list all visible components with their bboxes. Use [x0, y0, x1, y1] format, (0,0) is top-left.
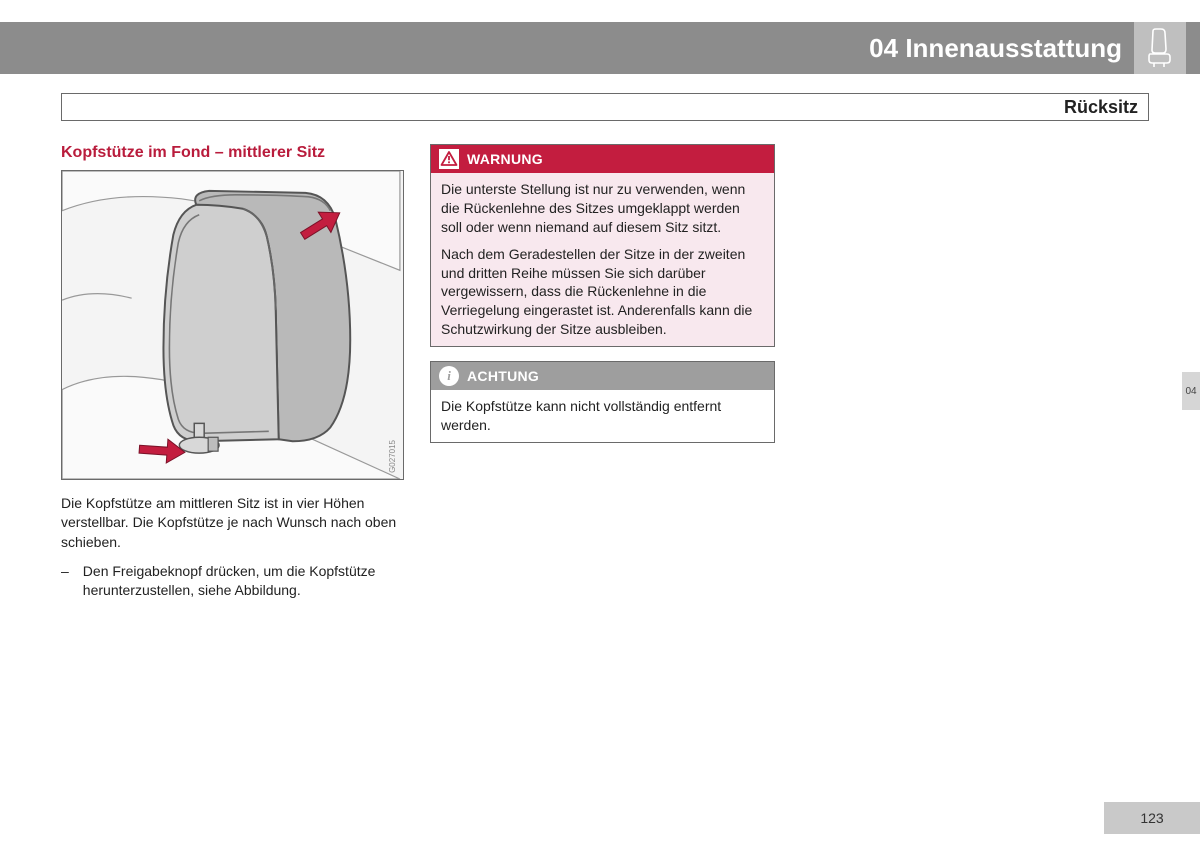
side-tab: 04	[1182, 372, 1200, 410]
info-box: i ACHTUNG Die Kopfstütze kann nicht voll…	[430, 361, 775, 443]
content-area: Kopfstütze im Fond – mittlerer Sitz	[61, 144, 1149, 601]
figure-id: G027015	[388, 440, 397, 473]
bullet-mark: –	[61, 562, 69, 601]
info-header: i ACHTUNG	[431, 362, 774, 390]
column-1: Kopfstütze im Fond – mittlerer Sitz	[61, 144, 406, 601]
info-label: ACHTUNG	[467, 368, 539, 384]
info-p1: Die Kopfstütze kann nicht vollständig en…	[441, 397, 764, 435]
chapter-seat-icon	[1134, 22, 1186, 74]
section-title-bar: Rücksitz	[61, 93, 1149, 121]
warning-label: WARNUNG	[467, 151, 543, 167]
page-number: 123	[1104, 802, 1200, 834]
column-2: WARNUNG Die unterste Stellung ist nur zu…	[430, 144, 775, 601]
warning-p2: Nach dem Geradestellen der Sitze in der …	[441, 245, 764, 339]
bullet-1: – Den Freigabeknopf drücken, um die Kopf…	[61, 562, 406, 601]
bullet-text: Den Freigabeknopf drücken, um die Kopfst…	[83, 562, 406, 601]
info-body: Die Kopfstütze kann nicht vollständig en…	[431, 390, 774, 442]
subsection-heading: Kopfstütze im Fond – mittlerer Sitz	[61, 144, 406, 162]
warning-header: WARNUNG	[431, 145, 774, 173]
warning-p1: Die unterste Stellung ist nur zu verwend…	[441, 180, 764, 237]
headrest-illustration: G027015	[61, 170, 404, 480]
section-title: Rücksitz	[1064, 97, 1138, 118]
warning-triangle-icon	[439, 149, 459, 169]
chapter-header: 04 Innenausstattung	[0, 22, 1200, 74]
chapter-title: 04 Innenausstattung	[869, 33, 1122, 64]
info-i-icon: i	[439, 366, 459, 386]
warning-body: Die unterste Stellung ist nur zu verwend…	[431, 173, 774, 346]
warning-box: WARNUNG Die unterste Stellung ist nur zu…	[430, 144, 775, 347]
para-1: Die Kopfstütze am mittleren Sitz ist in …	[61, 494, 406, 552]
